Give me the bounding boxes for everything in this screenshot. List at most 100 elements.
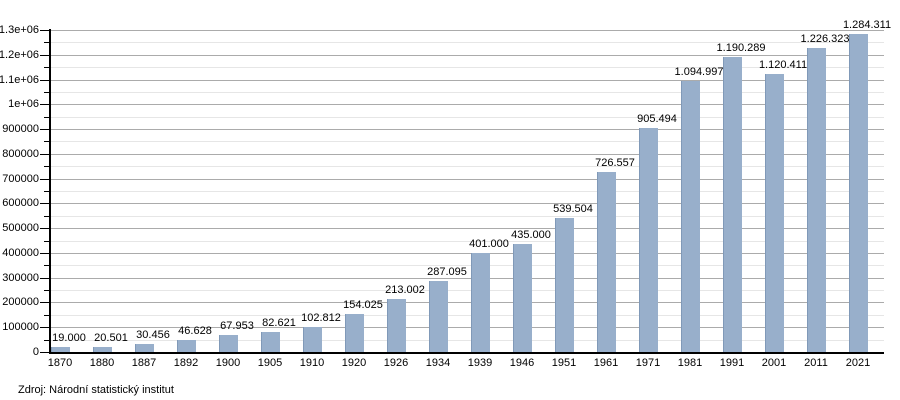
y-grid-minor bbox=[51, 67, 884, 68]
y-axis-tick-label: 800000 bbox=[2, 148, 39, 160]
bar bbox=[470, 253, 490, 352]
y-tick-major bbox=[40, 327, 51, 328]
x-axis-line bbox=[49, 352, 884, 354]
y-axis-tick-label: 1.1e+06 bbox=[0, 74, 39, 86]
x-axis-tick-label: 1910 bbox=[299, 357, 325, 369]
bar-value-label: 1.094.997 bbox=[674, 66, 724, 78]
bar-value-label: 905.494 bbox=[637, 113, 677, 125]
y-axis-tick-label: 500000 bbox=[2, 222, 39, 234]
y-tick-major bbox=[40, 55, 51, 56]
x-axis-tick-label: 1934 bbox=[425, 357, 451, 369]
x-axis-tick-label: 1887 bbox=[131, 357, 157, 369]
x-axis-tick-label: 1905 bbox=[257, 357, 283, 369]
bar bbox=[764, 74, 784, 352]
y-grid-minor bbox=[51, 117, 884, 118]
y-axis-tick-label: 900000 bbox=[2, 123, 39, 135]
bar-value-label: 1.190.289 bbox=[716, 42, 766, 54]
bar bbox=[218, 335, 238, 352]
x-axis-tick-label: 2001 bbox=[761, 357, 787, 369]
bar bbox=[848, 34, 868, 352]
y-tick-major bbox=[40, 253, 51, 254]
x-axis-tick-label: 1981 bbox=[677, 357, 703, 369]
y-grid-minor bbox=[51, 216, 884, 217]
bar bbox=[344, 314, 364, 352]
x-axis-tick-label: 1971 bbox=[635, 357, 661, 369]
y-grid-major bbox=[51, 327, 884, 328]
bar-value-label: 435.000 bbox=[511, 229, 551, 241]
y-tick-major bbox=[40, 104, 51, 105]
y-axis-tick-label: 1.3e+06 bbox=[0, 24, 39, 36]
y-tick-minor bbox=[44, 216, 51, 217]
bar bbox=[554, 218, 574, 352]
bar bbox=[176, 340, 196, 352]
bar bbox=[386, 299, 406, 352]
y-axis-tick-label: 400000 bbox=[2, 247, 39, 259]
y-axis-tick-label: 0 bbox=[32, 346, 39, 358]
x-axis-tick-label: 1880 bbox=[89, 357, 115, 369]
y-grid-minor bbox=[51, 191, 884, 192]
source-note: Zdroj: Národní statistický institut bbox=[18, 384, 174, 396]
bar-value-label: 726.557 bbox=[595, 157, 635, 169]
bar-value-label: 154.025 bbox=[343, 299, 383, 311]
y-grid-minor bbox=[51, 290, 884, 291]
y-grid-minor bbox=[51, 340, 884, 341]
y-tick-major bbox=[40, 278, 51, 279]
bar bbox=[722, 57, 742, 352]
y-tick-minor bbox=[44, 166, 51, 167]
bar bbox=[50, 347, 70, 352]
y-grid-major bbox=[51, 179, 884, 180]
y-tick-major bbox=[40, 352, 51, 353]
bar-value-label: 539.504 bbox=[553, 203, 593, 215]
bar bbox=[806, 48, 826, 352]
y-tick-major bbox=[40, 30, 51, 31]
y-tick-minor bbox=[44, 191, 51, 192]
x-axis-tick-label: 1926 bbox=[383, 357, 409, 369]
bar-value-label: 287.095 bbox=[427, 266, 467, 278]
y-tick-minor bbox=[44, 67, 51, 68]
plot-area: 0 100000 200000 300000 400000 500000 600000 700… bbox=[0, 19, 891, 369]
bar-value-label: 67.953 bbox=[220, 320, 254, 332]
y-tick-minor bbox=[44, 340, 51, 341]
bar bbox=[680, 81, 700, 352]
y-grid-minor bbox=[51, 166, 884, 167]
bar-value-label: 19.000 bbox=[52, 332, 86, 344]
bar bbox=[512, 244, 532, 352]
y-grid-major bbox=[51, 302, 884, 303]
x-axis-tick-label: 1892 bbox=[173, 357, 199, 369]
y-grid-minor bbox=[51, 141, 884, 142]
y-grid-major bbox=[51, 203, 884, 204]
x-axis-tick-label: 1900 bbox=[215, 357, 241, 369]
bar bbox=[302, 327, 322, 352]
y-tick-minor bbox=[44, 42, 51, 43]
y-tick-major bbox=[40, 129, 51, 130]
x-axis-tick-label: 1870 bbox=[47, 357, 73, 369]
x-axis-tick-label: 1946 bbox=[509, 357, 535, 369]
y-tick-minor bbox=[44, 265, 51, 266]
y-grid-minor bbox=[51, 315, 884, 316]
x-axis-tick-label: 2011 bbox=[804, 357, 828, 369]
bar-value-label: 102.812 bbox=[301, 312, 341, 324]
y-grid-major bbox=[51, 30, 884, 31]
y-axis-tick-label: 600000 bbox=[2, 197, 39, 209]
x-axis-tick-label: 1961 bbox=[593, 357, 619, 369]
y-tick-minor bbox=[44, 241, 51, 242]
y-grid-major bbox=[51, 55, 884, 56]
y-grid-minor bbox=[51, 42, 884, 43]
bar bbox=[92, 347, 112, 352]
y-tick-minor bbox=[44, 117, 51, 118]
x-axis-tick-label: 1951 bbox=[551, 357, 577, 369]
y-tick-minor bbox=[44, 290, 51, 291]
y-grid-major bbox=[51, 154, 884, 155]
y-grid-major bbox=[51, 80, 884, 81]
y-tick-minor bbox=[44, 315, 51, 316]
y-tick-major bbox=[40, 179, 51, 180]
bar-value-label: 1.226.323 bbox=[800, 33, 850, 45]
y-tick-major bbox=[40, 154, 51, 155]
y-axis-tick-label: 1e+06 bbox=[8, 98, 39, 110]
bar bbox=[428, 281, 448, 352]
x-axis-tick-label: 2021 bbox=[845, 357, 871, 369]
bar-value-label: 401.000 bbox=[469, 238, 509, 250]
y-tick-major bbox=[40, 302, 51, 303]
x-axis-tick-label: 1939 bbox=[467, 357, 493, 369]
